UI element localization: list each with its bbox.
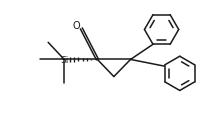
Text: O: O [73, 21, 80, 31]
Text: Si: Si [60, 56, 68, 65]
